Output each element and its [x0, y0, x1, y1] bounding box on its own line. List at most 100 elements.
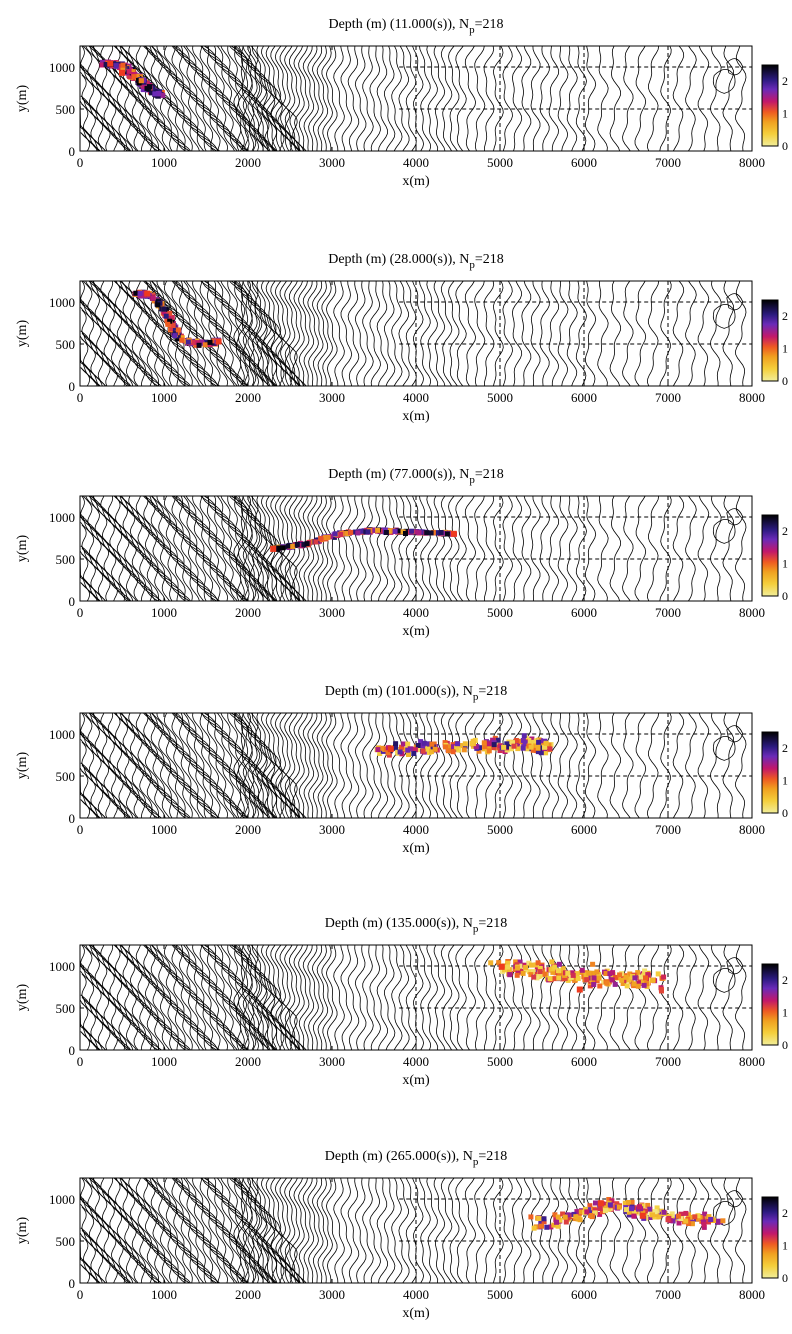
panel-title: Depth (m) (101.000(s)), Np=218	[325, 684, 508, 703]
particle	[560, 966, 566, 972]
particle	[509, 746, 514, 752]
y-tick-label: 0	[69, 594, 76, 609]
particle	[301, 542, 307, 548]
x-tick-label: 6000	[571, 390, 597, 405]
particle	[161, 306, 167, 312]
particle	[491, 742, 497, 748]
particle	[481, 740, 487, 746]
particle	[113, 63, 119, 69]
x-tick-label: 6000	[571, 155, 597, 170]
particle	[537, 973, 543, 979]
contour-lines	[80, 46, 747, 151]
y-tick-label: 1000	[49, 727, 75, 742]
particle	[528, 972, 534, 978]
particle	[379, 745, 385, 751]
particle	[120, 62, 126, 68]
particle	[678, 1216, 684, 1222]
y-tick-label: 1000	[49, 1192, 75, 1207]
particle	[632, 975, 638, 981]
particle	[573, 1214, 579, 1220]
x-tick-label: 2000	[235, 605, 261, 620]
particle	[556, 968, 561, 974]
particle	[572, 977, 578, 983]
x-axis-label: x(m)	[402, 174, 430, 189]
particle	[469, 741, 475, 747]
particle	[149, 90, 154, 96]
particle	[513, 738, 519, 743]
particle	[501, 744, 507, 750]
panel-5: Depth (m) (135.000(s)), Np=218 0 1000 2000 3…	[15, 916, 788, 1088]
y-tick-label: 500	[56, 102, 76, 117]
particle	[386, 528, 392, 534]
particle	[120, 67, 126, 73]
x-tick-label: 1000	[151, 822, 177, 837]
particle	[622, 1200, 628, 1206]
particle	[392, 528, 398, 534]
colorbar-tick-label: 0	[782, 374, 788, 388]
colorbar: 0 1 2	[761, 64, 788, 153]
colorbar: 0 1 2	[761, 963, 788, 1052]
particle	[133, 290, 139, 296]
particle	[548, 1224, 554, 1230]
particle	[590, 970, 596, 976]
grid-lines	[399, 496, 752, 601]
particle	[543, 740, 549, 746]
particle	[520, 745, 526, 751]
colorbar-tick-label: 2	[782, 74, 788, 88]
particle	[594, 969, 600, 975]
particle	[551, 1222, 557, 1228]
particle	[424, 530, 430, 536]
particle	[579, 967, 585, 973]
y-tick-label: 1000	[49, 295, 75, 310]
particle	[405, 741, 411, 747]
particle	[686, 1212, 692, 1218]
particle	[638, 974, 644, 980]
particle	[557, 972, 563, 978]
particle	[420, 748, 426, 754]
y-tick-label: 500	[56, 769, 76, 784]
particle	[425, 746, 431, 752]
particle	[647, 1215, 653, 1220]
particle	[167, 310, 173, 316]
particle	[450, 749, 456, 755]
particle	[531, 1225, 537, 1231]
colorbar-tick-label: 2	[782, 1206, 788, 1220]
particle	[426, 741, 432, 747]
particle	[144, 85, 150, 91]
particle	[656, 1214, 662, 1220]
particle	[155, 90, 161, 96]
particle	[635, 970, 641, 976]
particle	[607, 1202, 613, 1208]
particle	[521, 733, 527, 739]
x-tick-label: 3000	[319, 822, 345, 837]
particle	[584, 1209, 590, 1215]
particle	[541, 971, 547, 977]
panel-title: Depth (m) (77.000(s)), Np=218	[328, 467, 504, 486]
x-tick-label: 5000	[487, 1287, 513, 1302]
x-tick-label: 2000	[235, 155, 261, 170]
particle-cloud	[270, 527, 457, 552]
particle	[578, 1209, 584, 1215]
particle	[514, 965, 520, 971]
y-axis-label: y(m)	[15, 1217, 30, 1245]
particle	[552, 964, 558, 970]
x-tick-label: 5000	[487, 155, 513, 170]
x-tick-label: 0	[77, 822, 84, 837]
particle	[514, 972, 520, 978]
particle	[418, 739, 424, 745]
particle	[676, 1220, 682, 1226]
x-tick-label: 8000	[739, 1054, 765, 1069]
particle	[444, 531, 450, 537]
particle	[211, 338, 217, 344]
particle	[163, 313, 169, 319]
particle	[570, 972, 576, 978]
particle	[313, 539, 319, 545]
particle	[654, 1205, 660, 1211]
particle	[555, 1223, 561, 1229]
particle	[635, 983, 641, 989]
particle	[708, 1217, 714, 1222]
particle	[164, 317, 170, 323]
particle	[576, 1213, 582, 1219]
particle-cloud	[528, 1197, 726, 1231]
particle	[637, 1204, 642, 1210]
